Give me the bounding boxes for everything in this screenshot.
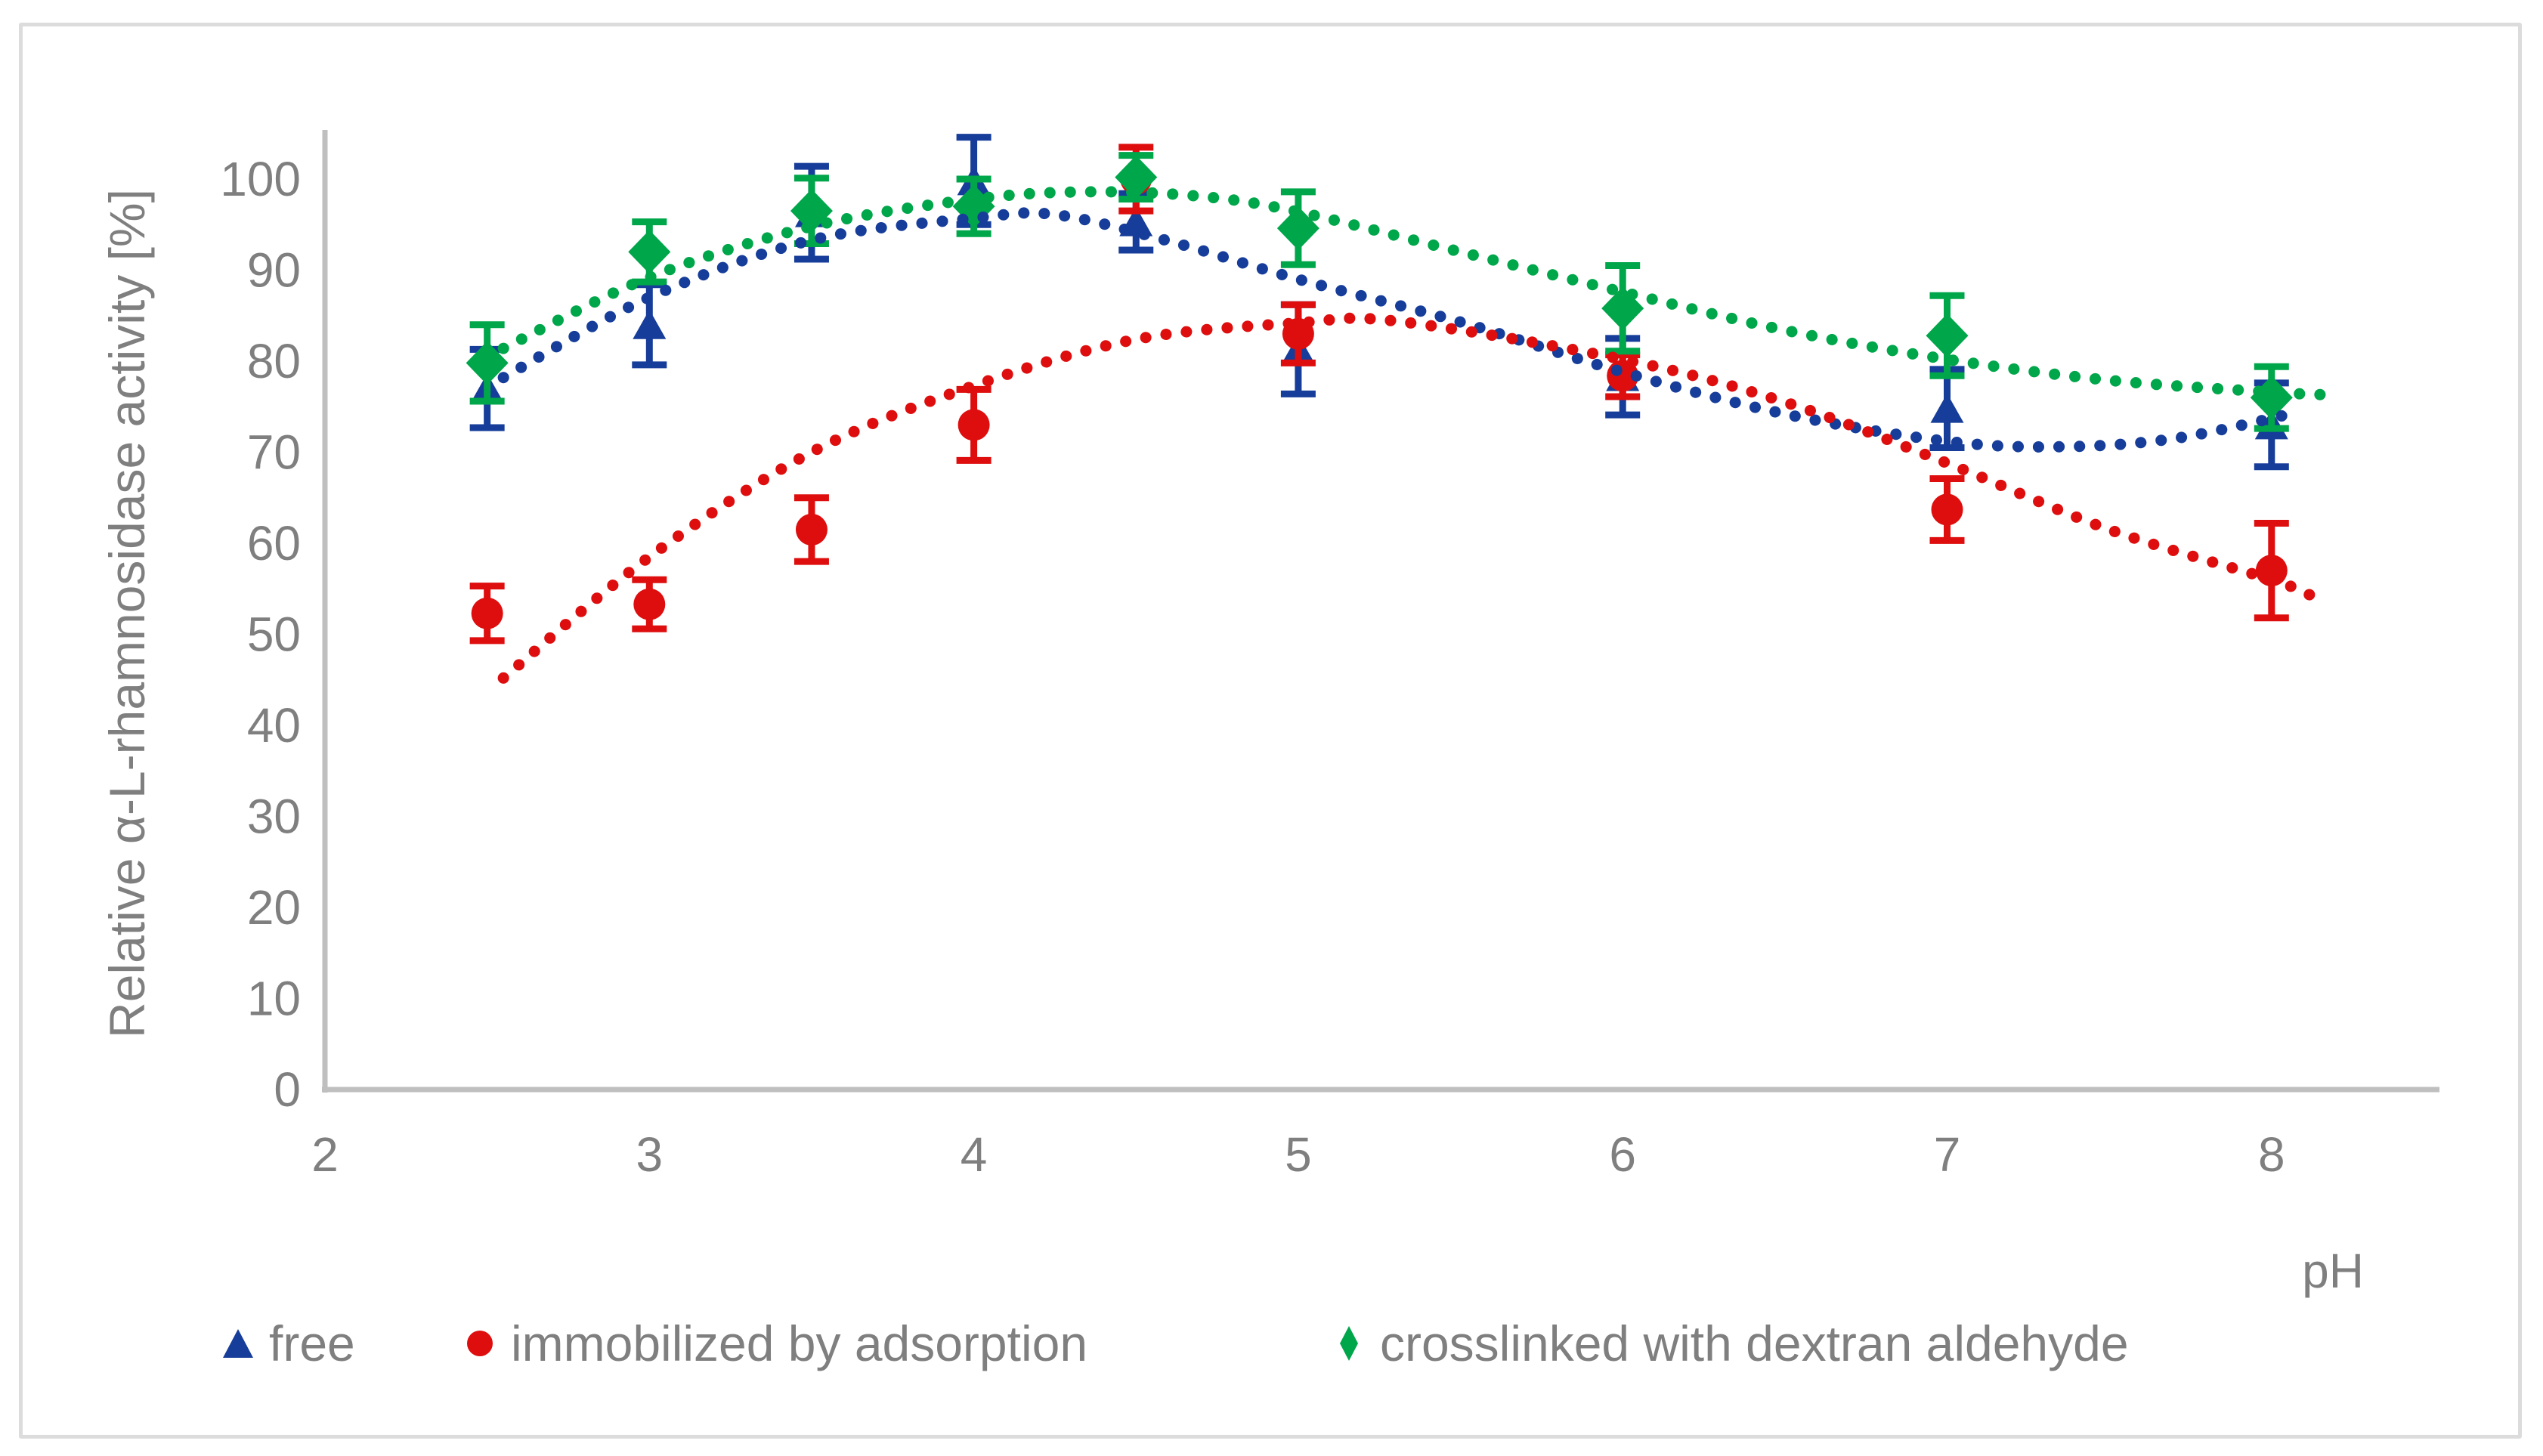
free-marker [1930, 393, 1964, 423]
y-tick-label: 30 [247, 790, 301, 844]
circle-marker-icon [467, 1331, 493, 1356]
immobilized-marker [2255, 555, 2288, 587]
legend-label-crosslinked: crosslinked with dextran aldehyde [1380, 1315, 2129, 1371]
y-tick-label: 0 [274, 1062, 301, 1117]
immobilized-series [469, 144, 2289, 645]
x-tick-label: 5 [1285, 1127, 1312, 1182]
legend-item-crosslinked: crosslinked with dextran aldehyde [1332, 1315, 2129, 1372]
free-trendline [497, 207, 2300, 453]
immobilized-marker [471, 597, 503, 629]
y-tick-label: 20 [247, 880, 301, 935]
y-tick-label: 40 [247, 698, 301, 753]
crosslinked-marker [466, 341, 509, 385]
x-tick-label: 6 [1609, 1127, 1636, 1182]
legend-free-triangle [223, 1329, 253, 1358]
x-tick-label: 3 [636, 1127, 664, 1182]
y-tick-label: 10 [247, 972, 301, 1026]
y-tick-label: 100 [220, 152, 301, 206]
crosslinked-series [466, 152, 2293, 432]
x-tick-label: 4 [961, 1127, 988, 1182]
crosslinked-trendline [497, 186, 2333, 401]
immobilized-marker [795, 513, 828, 546]
immobilized-marker [1931, 493, 1963, 526]
y-tick-label: 60 [247, 516, 301, 570]
legend-item-free: free [221, 1315, 355, 1372]
crosslinked-marker [628, 230, 671, 274]
y-tick-label: 90 [247, 243, 301, 298]
y-axis-title: Relative α-L-rhamnosidase activity [%] [99, 189, 155, 1038]
legend-crosslinked-diamond [1340, 1326, 1358, 1361]
x-tick-label: 2 [311, 1127, 339, 1182]
x-axis-title: pH [2302, 1244, 2364, 1298]
legend-adsorption-circle [467, 1331, 493, 1356]
y-tick-label: 80 [247, 334, 301, 388]
x-tick-label: 7 [1934, 1127, 1961, 1182]
legend-label-adsorption: immobilized by adsorption [511, 1315, 1088, 1371]
y-tick-label: 70 [247, 425, 301, 480]
immobilized-marker [957, 409, 990, 441]
triangle-marker-icon [223, 1329, 253, 1358]
immobilized-trendline [497, 312, 2316, 684]
immobilized-marker [633, 588, 666, 620]
free-marker [633, 309, 667, 339]
figure-border [19, 23, 2522, 1439]
crosslinked-marker [1115, 155, 1158, 199]
y-tick-label: 50 [247, 607, 301, 662]
crosslinked-marker [1926, 314, 1969, 358]
legend-label-free: free [269, 1315, 355, 1371]
diamond-marker-icon [1340, 1326, 1358, 1361]
x-tick-label: 8 [2258, 1127, 2285, 1182]
legend-item-adsorption: immobilized by adsorption [463, 1315, 1087, 1372]
